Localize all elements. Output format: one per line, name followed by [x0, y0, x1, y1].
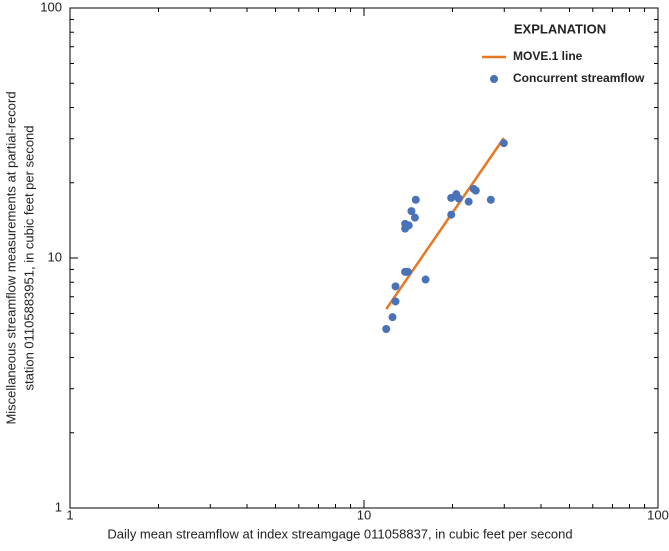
data-point	[447, 210, 456, 219]
data-point	[486, 195, 495, 204]
data-point	[454, 194, 463, 203]
data-point	[499, 139, 508, 148]
legend-label: MOVE.1 line	[513, 49, 583, 63]
data-point	[391, 282, 400, 291]
legend-title: EXPLANATION	[514, 21, 606, 36]
legend-marker	[490, 75, 498, 83]
y-tick-label: 100	[40, 0, 62, 14]
move-line	[385, 137, 505, 310]
x-axis-label: Daily mean streamflow at index streamgag…	[107, 526, 572, 541]
x-tick-label: 100	[647, 507, 669, 522]
y-tick-label: 1	[55, 499, 62, 514]
data-point	[464, 197, 473, 206]
data-point	[388, 313, 397, 322]
data-point	[411, 195, 420, 204]
y-axis-label: station 01105883951, in cubic feet per s…	[21, 125, 36, 390]
data-point	[410, 213, 419, 222]
data-point	[391, 297, 400, 306]
data-point	[407, 207, 416, 216]
data-point	[404, 221, 413, 230]
legend-label: Concurrent streamflow	[513, 71, 645, 85]
data-point	[471, 186, 480, 195]
x-tick-label: 10	[357, 507, 371, 522]
data-point	[421, 275, 430, 284]
data-point	[382, 324, 391, 333]
x-tick-label: 1	[66, 507, 73, 522]
y-axis-label: Miscellaneous streamflow measurements at…	[3, 91, 18, 424]
data-point	[403, 267, 412, 276]
y-tick-label: 10	[48, 249, 62, 264]
